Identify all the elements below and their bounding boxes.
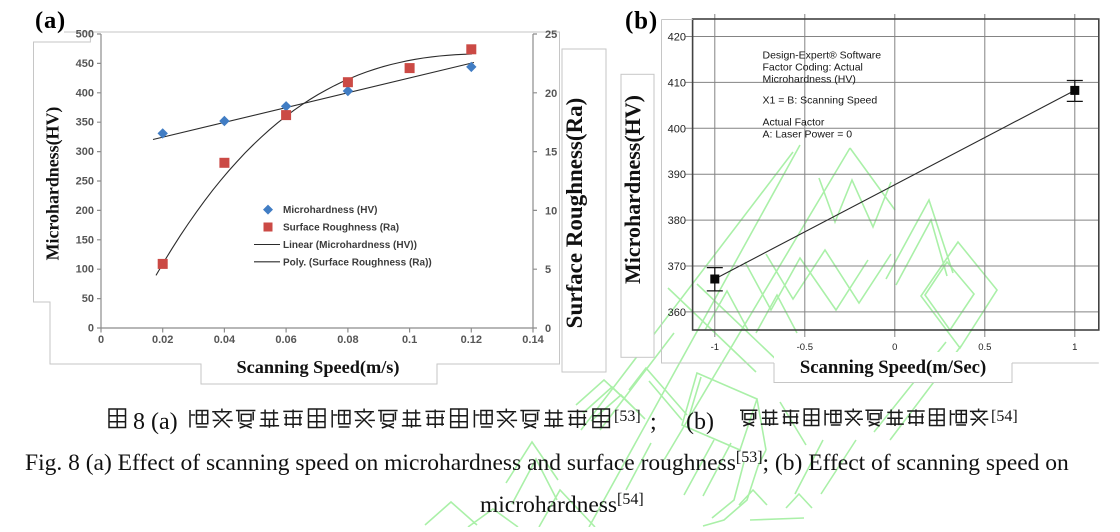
svg-text:Actual Factor: Actual Factor: [763, 117, 825, 129]
svg-text:25: 25: [545, 29, 557, 41]
svg-text:Microhardness (HV): Microhardness (HV): [763, 74, 856, 86]
svg-text:Poly. (Surface Roughness (Ra)): Poly. (Surface Roughness (Ra)): [283, 257, 432, 268]
svg-text:0.5: 0.5: [978, 342, 991, 353]
svg-text:Factor Coding: Actual: Factor Coding: Actual: [763, 62, 863, 74]
svg-text:400: 400: [668, 123, 686, 135]
svg-text:10: 10: [545, 205, 557, 217]
svg-text:1: 1: [1072, 342, 1077, 353]
svg-text:A: Laser Power = 0: A: Laser Power = 0: [763, 129, 853, 141]
svg-text:microhardness[54]: microhardness[54]: [480, 491, 644, 518]
svg-text:(b): (b): [686, 409, 714, 435]
svg-text:300: 300: [76, 146, 94, 158]
svg-text:250: 250: [76, 176, 94, 188]
svg-text:[54]: [54]: [991, 408, 1018, 425]
svg-text:0.04: 0.04: [214, 334, 236, 346]
svg-text:8 (a): 8 (a): [133, 409, 178, 435]
svg-text:0: 0: [545, 323, 551, 335]
svg-text:X1 = B: Scanning Speed: X1 = B: Scanning Speed: [763, 95, 878, 107]
svg-text:200: 200: [76, 205, 94, 217]
svg-text:;: ;: [650, 409, 657, 435]
svg-text:Microhardness(HV): Microhardness(HV): [43, 107, 64, 261]
svg-text:Surface Roughness(Ra): Surface Roughness(Ra): [562, 98, 587, 329]
svg-text:370: 370: [668, 261, 686, 273]
svg-text:390: 390: [668, 169, 686, 181]
svg-text:-1: -1: [711, 342, 719, 353]
svg-text:0: 0: [88, 323, 94, 335]
svg-text:Microhardness(HV): Microhardness(HV): [620, 95, 645, 284]
svg-text:20: 20: [545, 88, 557, 100]
svg-text:50: 50: [82, 293, 94, 305]
svg-text:150: 150: [76, 234, 94, 246]
svg-text:(b): (b): [625, 8, 658, 35]
svg-text:Linear (Microhardness (HV)): Linear (Microhardness (HV)): [283, 240, 417, 251]
svg-text:0.06: 0.06: [275, 334, 296, 346]
svg-text:Surface Roughness (Ra): Surface Roughness (Ra): [283, 223, 399, 234]
svg-text:0.02: 0.02: [152, 334, 173, 346]
svg-text:-0.5: -0.5: [797, 342, 813, 353]
svg-text:Scanning Speed(m/Sec): Scanning Speed(m/Sec): [800, 357, 986, 378]
svg-text:0: 0: [892, 342, 897, 353]
svg-text:0.08: 0.08: [337, 334, 358, 346]
svg-text:350: 350: [76, 117, 94, 129]
svg-text:380: 380: [668, 215, 686, 227]
svg-text:(a): (a): [35, 7, 66, 34]
svg-text:360: 360: [668, 307, 686, 319]
svg-text:500: 500: [76, 29, 94, 41]
svg-text:410: 410: [668, 77, 686, 89]
svg-text:450: 450: [76, 58, 94, 70]
svg-text:420: 420: [668, 32, 686, 44]
svg-text:100: 100: [76, 264, 94, 276]
svg-text:5: 5: [545, 264, 551, 276]
svg-text:400: 400: [76, 87, 94, 99]
svg-text:0.12: 0.12: [461, 334, 482, 346]
svg-text:Microhardness (HV): Microhardness (HV): [283, 205, 377, 216]
svg-text:[53]: [53]: [614, 408, 641, 425]
svg-text:15: 15: [545, 147, 557, 159]
svg-text:0.1: 0.1: [402, 334, 417, 346]
svg-text:Scanning Speed(m/s): Scanning Speed(m/s): [236, 357, 399, 378]
svg-text:Design-Expert® Software: Design-Expert® Software: [763, 50, 882, 62]
svg-text:Fig. 8 (a) Effect of scanning: Fig. 8 (a) Effect of scanning speed on m…: [25, 449, 1069, 476]
svg-text:0: 0: [98, 334, 104, 346]
svg-text:0.14: 0.14: [522, 334, 544, 346]
